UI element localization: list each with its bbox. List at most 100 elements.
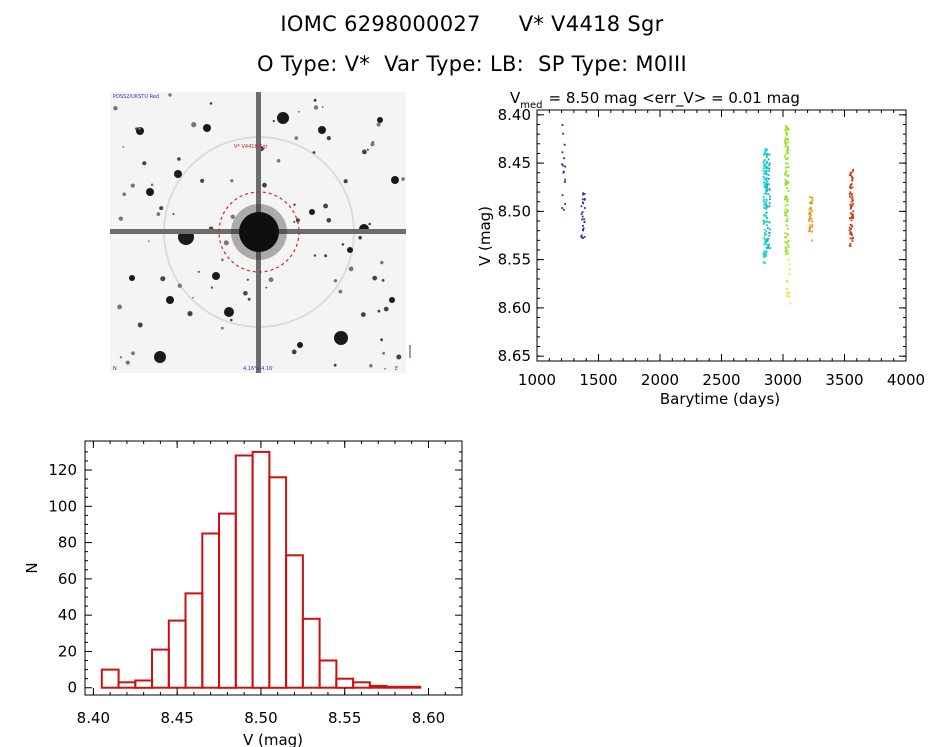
lightcurve-point [768, 228, 771, 231]
lightcurve-xtick-label: 1500 [579, 371, 617, 389]
lightcurve-point [784, 145, 787, 148]
lightcurve-point [785, 220, 788, 223]
field-star [137, 322, 143, 328]
lightcurve-point [784, 196, 787, 199]
lightcurve-point [763, 185, 766, 188]
field-star [150, 183, 154, 187]
lightcurve-point [787, 149, 790, 152]
lightcurve-point [762, 162, 765, 165]
field-star [309, 209, 315, 215]
lightcurve-axes: 1000 1500 2000 2500 3000 3500 4000 8.40 8.45 8.50… [498, 106, 926, 389]
east-label: E [395, 366, 398, 372]
lightcurve-point [786, 182, 789, 185]
histogram-bar [318, 659, 338, 689]
lightcurve-point [785, 166, 788, 169]
lightcurve-point [765, 192, 768, 195]
lightcurve-point [810, 217, 813, 220]
lightcurve-point [766, 180, 769, 183]
lightcurve-point [808, 218, 810, 221]
field-size-label: 4.16°x 4.16' [243, 366, 274, 372]
target-circle [218, 191, 300, 273]
field-star [172, 213, 175, 215]
lightcurve-point [768, 205, 771, 208]
lightcurve-point [850, 206, 852, 209]
field-star [380, 260, 384, 265]
lightcurve-point [852, 202, 854, 205]
lightcurve-point [766, 186, 768, 189]
lightcurve-point [786, 218, 789, 220]
lightcurve-point [766, 206, 768, 209]
lightcurve-xtick-label: 4000 [887, 371, 925, 389]
lightcurve-point [786, 149, 788, 151]
histogram-bar [100, 668, 120, 689]
lightcurve-point [784, 232, 787, 234]
lightcurve-point [765, 215, 767, 217]
lightcurve-point [583, 207, 586, 209]
lightcurve-point [849, 243, 852, 245]
field-star [298, 111, 300, 113]
field-star [119, 356, 123, 359]
lightcurve-title-rest: = 8.50 mag <err_V> = 0.01 mag [549, 89, 800, 108]
lightcurve-point [850, 183, 853, 185]
lightcurve-point [787, 258, 790, 261]
field-star [122, 146, 125, 148]
histogram-ylabel: N [23, 562, 41, 573]
lightcurve-point [763, 237, 766, 239]
field-star [333, 363, 337, 367]
field-star [360, 312, 366, 317]
lightcurve-point [784, 153, 787, 156]
lightcurve-point [763, 150, 766, 153]
lightcurve-point [784, 208, 787, 211]
lightcurve-point [808, 227, 811, 229]
field-star [358, 235, 362, 240]
histogram-bar [368, 684, 388, 689]
field-star [294, 136, 299, 140]
lightcurve-point [762, 160, 765, 163]
field-star [297, 342, 303, 348]
lightcurve-point [808, 219, 810, 222]
lightcurve-point [765, 220, 768, 223]
lightcurve-point [766, 153, 769, 155]
lightcurve-point [785, 127, 788, 129]
lightcurve-point [788, 295, 791, 298]
field-star [262, 182, 267, 188]
lightcurve-point [787, 243, 789, 246]
lightcurve-point [767, 245, 770, 248]
field-star [129, 275, 135, 281]
lightcurve-point [562, 170, 565, 173]
lightcurve-point [851, 213, 854, 216]
field-star [246, 278, 249, 281]
lightcurve-point [561, 163, 563, 166]
field-star [200, 178, 205, 183]
lightcurve-point [784, 184, 787, 187]
lightcurve-point [764, 171, 767, 173]
lightcurve-ylabel: V (mag) [476, 206, 494, 266]
lightcurve-xlabel: Barytime (days) [660, 390, 780, 408]
lightcurve-point [787, 166, 790, 168]
field-star [125, 360, 130, 365]
lightcurve-point [848, 174, 851, 177]
lightcurve-plot: 1000 1500 2000 2500 3000 3500 4000 8.40 8.45 8.50… [476, 106, 925, 408]
field-star [147, 240, 150, 243]
lightcurve-point [849, 172, 852, 174]
lightcurve-point [765, 198, 768, 201]
lightcurve-point [787, 239, 790, 242]
field-star [113, 106, 118, 111]
lightcurve-point [766, 184, 768, 187]
field-star [384, 367, 387, 370]
lightcurve-point [785, 198, 787, 201]
lightcurve-point [763, 164, 766, 166]
lightcurve-point [563, 157, 565, 160]
lightcurve-point [852, 217, 854, 219]
lightcurve-point [769, 195, 771, 198]
lightcurve-point [765, 204, 768, 207]
histogram-bar [385, 685, 405, 689]
lightcurve-point [850, 216, 853, 219]
lightcurve-point [764, 159, 766, 161]
lightcurve-point [787, 190, 790, 192]
lightcurve-point [809, 206, 812, 209]
lightcurve-point [786, 157, 789, 160]
lightcurve-point [850, 212, 853, 215]
lightcurve-point [766, 239, 769, 242]
lightcurve-point [811, 202, 814, 204]
